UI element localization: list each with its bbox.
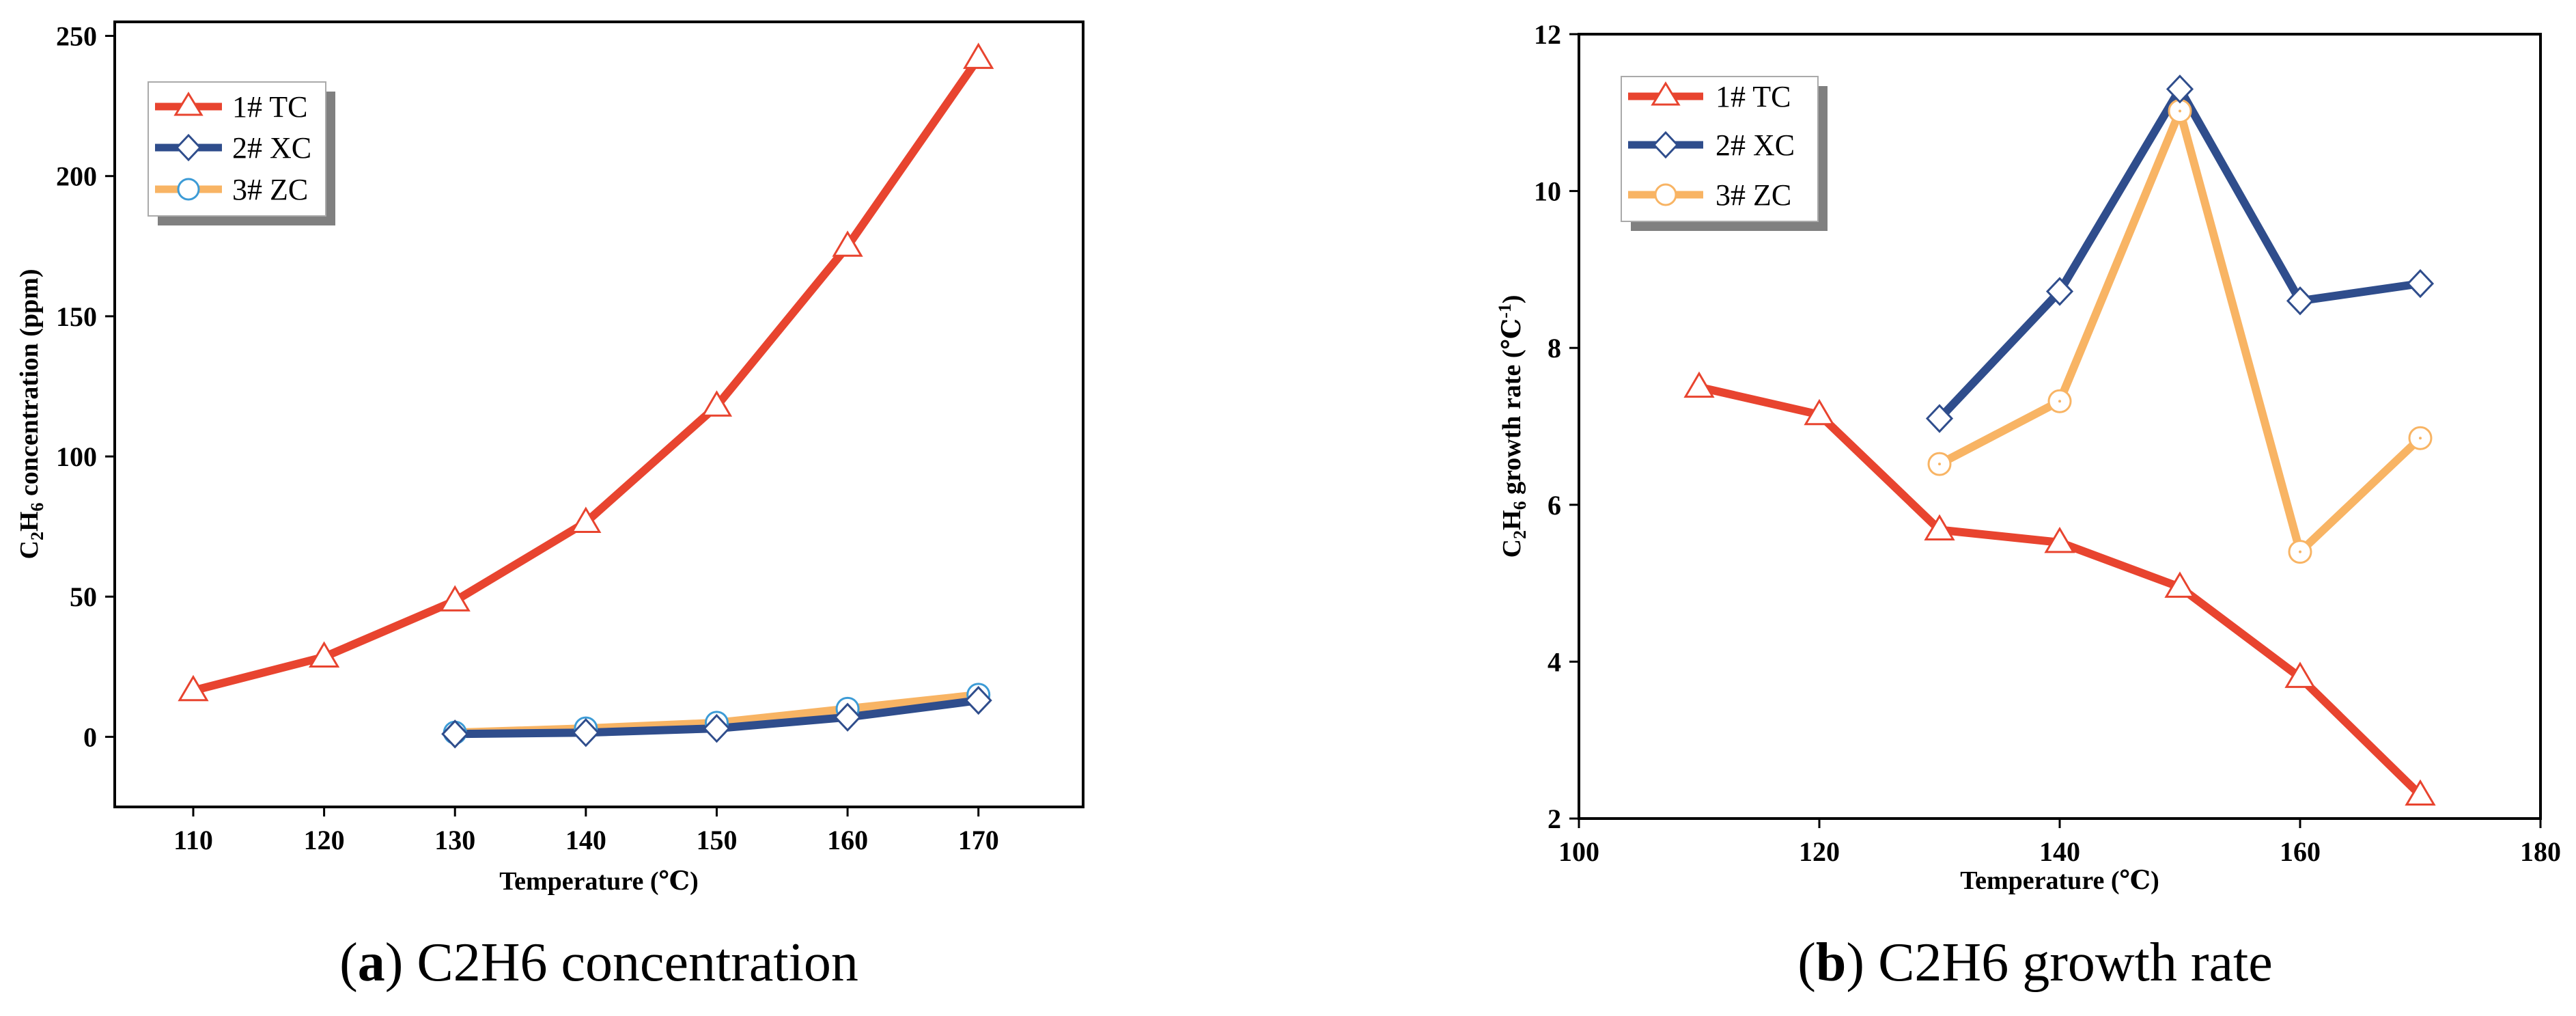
legend-label-xc: 2# XC (1716, 128, 1795, 162)
x-tick-label: 100 (1558, 836, 1599, 867)
data-point-center-zc (1938, 463, 1941, 466)
data-point-tc (963, 42, 994, 69)
series-line-zc (1935, 107, 2424, 556)
data-point-tc (832, 230, 863, 257)
x-tick-label: 180 (2520, 836, 2561, 867)
legend-label-tc: 1# TC (1716, 80, 1791, 113)
legend-marker-diamond-icon (1652, 131, 1679, 159)
chart-panel-b: 100 120 140 160 180 2 4 6 8 10 12 1# TC 2# XC 3# Z… (1495, 19, 2561, 993)
series-line-tc (1695, 383, 2424, 799)
legend-marker-triangle-icon (173, 92, 204, 116)
data-point-tc (2284, 661, 2316, 688)
x-tick-label: 160 (827, 825, 868, 855)
series-group (178, 42, 994, 749)
data-point-tc (1804, 398, 1835, 426)
data-point-tc (570, 506, 602, 533)
data-point-xc (441, 719, 469, 749)
data-point-tc (308, 641, 340, 668)
y-tick-label: 0 (83, 722, 97, 752)
data-point-xc (2406, 269, 2435, 299)
x-axis-title: Temperature (℃) (1960, 866, 2159, 895)
axis-ticks: 100 120 140 160 180 2 4 6 8 10 12 (1534, 19, 2561, 867)
y-axis-title: C2H6 concentration (ppm) (15, 269, 47, 560)
legend-marker-circle-icon (177, 178, 200, 201)
y-tick-label: 200 (56, 161, 97, 192)
legend-item-tc: 1# TC (1628, 80, 1791, 113)
x-tick-label: 160 (2280, 836, 2321, 867)
legend-marker-diamond-icon (175, 133, 202, 162)
y-tick-label: 2 (1548, 804, 1561, 834)
y-tick-label: 10 (1534, 176, 1561, 207)
data-point-xc (834, 702, 862, 732)
data-point-xc (703, 713, 731, 743)
legend-label-tc: 1# TC (232, 90, 307, 124)
x-tick-label: 120 (304, 825, 345, 855)
legend-item-xc: 2# XC (155, 131, 311, 165)
data-point-xc (964, 685, 992, 715)
series-group (1683, 74, 2436, 806)
plot-area-frame (113, 20, 1084, 808)
legend-label-zc: 3# ZC (232, 173, 308, 206)
legend-item-xc: 2# XC (1628, 128, 1795, 162)
x-axis-title: Temperature (℃) (499, 867, 698, 896)
x-tick-label: 110 (173, 825, 213, 855)
data-point-xc (572, 718, 600, 747)
data-point-tc (178, 674, 209, 702)
data-point-tc (701, 390, 733, 417)
caption-b: (b) C2H6 growth rate (1797, 933, 2272, 993)
y-tick-label: 100 (56, 441, 97, 472)
data-point-xc (1925, 404, 1954, 433)
legend-item-zc: 3# ZC (155, 173, 308, 206)
x-tick-label: 150 (696, 825, 737, 855)
data-point-tc (2405, 779, 2436, 806)
data-point-center-zc (2179, 109, 2181, 113)
x-tick-label: 130 (434, 825, 475, 855)
caption-a: (a) C2H6 concentration (339, 933, 858, 993)
data-point-xc (2166, 74, 2194, 104)
x-tick-label: 140 (565, 825, 606, 855)
data-point-tc (2044, 526, 2075, 553)
y-tick-label: 4 (1548, 646, 1561, 677)
data-point-center-zc (2419, 437, 2422, 440)
legend-item-zc: 3# ZC (1628, 178, 1791, 212)
x-tick-label: 140 (2039, 836, 2080, 867)
data-point-tc (439, 585, 471, 612)
data-point-tc (2164, 571, 2196, 598)
data-point-xc (2045, 277, 2074, 306)
data-point-center-zc (2058, 400, 2061, 403)
y-tick-label: 150 (56, 301, 97, 332)
data-point-tc (1924, 514, 1955, 541)
y-tick-label: 250 (56, 21, 97, 52)
axis-ticks: 110 120 130 140 150 160 170 0 50 100 150 200 250 (56, 21, 999, 855)
series-line-xc (1935, 85, 2424, 423)
legend: 1# TC 2# XC 3# ZC (148, 81, 335, 225)
legend-label-zc: 3# ZC (1716, 178, 1791, 212)
y-tick-label: 12 (1534, 19, 1561, 50)
y-tick-label: 6 (1548, 490, 1561, 521)
legend-marker-circle-icon (1654, 183, 1677, 206)
data-point-xc (2286, 286, 2314, 316)
data-point-tc (1683, 371, 1715, 398)
x-tick-label: 120 (1799, 836, 1840, 867)
y-axis-title: C2H6 growth rate (℃-1) (1495, 295, 1530, 558)
data-point-center-zc (2299, 550, 2301, 553)
legend-marker-triangle-icon (1651, 81, 1681, 106)
legend-label-xc: 2# XC (232, 131, 311, 165)
x-tick-label: 170 (958, 825, 999, 855)
legend: 1# TC 2# XC 3# ZC (1621, 76, 1828, 231)
legend-item-tc: 1# TC (155, 90, 307, 124)
chart-panel-a: 110 120 130 140 150 160 170 0 50 100 150 200 250 1# … (15, 20, 1084, 993)
y-tick-label: 8 (1548, 333, 1561, 363)
y-tick-label: 50 (70, 581, 97, 612)
